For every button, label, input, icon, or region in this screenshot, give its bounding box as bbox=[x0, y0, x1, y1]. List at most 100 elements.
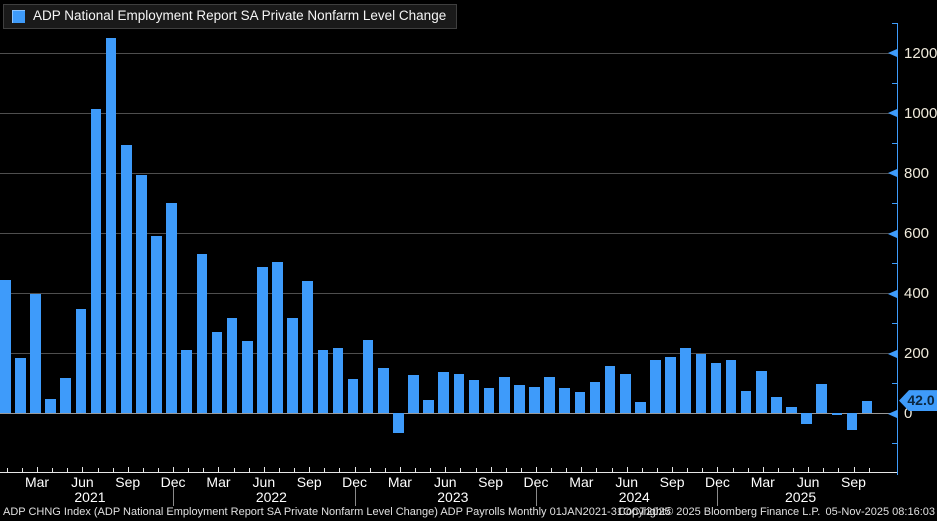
x-axis-month-tick bbox=[626, 466, 628, 472]
bar bbox=[604, 365, 616, 414]
x-axis-quarter-label: Dec bbox=[704, 474, 730, 490]
bar bbox=[0, 279, 11, 414]
bar bbox=[665, 356, 676, 414]
bar bbox=[559, 387, 571, 414]
last-value-tag: 42.0 bbox=[899, 390, 937, 412]
x-axis-month-tick bbox=[430, 467, 432, 472]
year-divider bbox=[354, 487, 356, 506]
y-axis-tick-label: 1200 bbox=[904, 44, 937, 62]
x-axis-quarter-label: Jun bbox=[252, 474, 276, 490]
x-axis-month-tick bbox=[142, 467, 144, 472]
bar bbox=[710, 362, 722, 414]
footer-copyright: Copyright© 2025 Bloomberg Finance L.P. bbox=[618, 506, 821, 518]
x-axis-month-tick bbox=[490, 466, 492, 472]
x-axis-month-tick bbox=[868, 467, 870, 472]
x-axis-quarter-label: Sep bbox=[115, 474, 141, 490]
x-axis-quarter-label: Mar bbox=[206, 474, 231, 490]
bar bbox=[347, 378, 359, 414]
x-axis-quarter-label: Jun bbox=[433, 474, 457, 490]
x-axis-month-tick bbox=[97, 467, 99, 472]
bar bbox=[166, 202, 177, 414]
footer-datetime: 05-Nov-2025 08:16:03 bbox=[825, 506, 935, 518]
y-axis-minor-tick bbox=[892, 142, 897, 144]
x-axis-year-label: 2021 bbox=[74, 489, 106, 505]
bar bbox=[332, 348, 344, 414]
bar bbox=[241, 341, 253, 414]
x-axis-month-tick bbox=[278, 467, 280, 472]
x-axis-month-tick bbox=[762, 466, 764, 472]
bar bbox=[574, 391, 586, 414]
x-axis-quarter-label: Dec bbox=[342, 474, 367, 490]
y-axis-tick-label: 600 bbox=[904, 225, 930, 242]
y-axis-tick-arrow bbox=[888, 289, 897, 298]
legend-swatch-icon bbox=[12, 9, 25, 23]
bar bbox=[498, 376, 510, 414]
bar bbox=[529, 386, 540, 414]
x-axis-month-tick bbox=[294, 467, 296, 472]
y-axis-minor-tick bbox=[892, 82, 897, 84]
x-axis-year-label: 2024 bbox=[618, 489, 650, 505]
x-axis-month-tick bbox=[415, 467, 417, 472]
x-axis-quarter-label: Jun bbox=[615, 474, 639, 490]
bar bbox=[786, 406, 797, 414]
bar bbox=[725, 359, 737, 414]
x-axis-quarter-label: Sep bbox=[841, 474, 866, 490]
bar bbox=[453, 373, 465, 414]
x-axis-month-tick bbox=[823, 467, 825, 472]
x-axis-month-tick bbox=[853, 466, 855, 472]
x-axis-quarter-label: Sep bbox=[659, 474, 685, 490]
x-axis-month-tick bbox=[551, 467, 553, 472]
x-axis-month-tick bbox=[112, 467, 114, 472]
x-axis-year-label: 2022 bbox=[255, 489, 287, 505]
y-axis-minor-tick bbox=[892, 383, 897, 385]
x-axis-month-tick bbox=[460, 467, 462, 472]
x-axis-month-tick bbox=[248, 467, 250, 472]
bar bbox=[650, 360, 661, 414]
gridline-200 bbox=[0, 353, 897, 355]
x-axis-year-label: 2025 bbox=[785, 489, 817, 505]
x-axis-month-tick bbox=[324, 467, 326, 472]
x-axis-month-tick bbox=[263, 466, 265, 472]
x-axis-month-tick bbox=[354, 466, 356, 472]
gridline-1000 bbox=[0, 112, 897, 114]
bar bbox=[695, 353, 707, 414]
x-axis-month-tick bbox=[445, 466, 447, 472]
x-axis-quarter-label: Mar bbox=[569, 474, 594, 490]
y-axis-minor-tick bbox=[892, 22, 897, 24]
bar bbox=[544, 377, 555, 414]
bar bbox=[15, 357, 26, 414]
y-axis-tick-arrow bbox=[888, 169, 897, 178]
bar bbox=[393, 413, 404, 434]
y-axis-tick-label: 200 bbox=[904, 345, 930, 363]
y-axis-minor-tick bbox=[892, 263, 897, 265]
x-axis-month-tick bbox=[384, 467, 386, 472]
x-axis-month-tick bbox=[838, 467, 840, 472]
x-axis-month-tick bbox=[505, 467, 507, 472]
bar bbox=[619, 374, 631, 414]
bar bbox=[302, 280, 313, 414]
bar bbox=[635, 402, 646, 414]
x-axis-month-tick bbox=[52, 467, 54, 472]
x-axis-quarter-label: Mar bbox=[24, 474, 50, 490]
y-axis-tick-label: 800 bbox=[904, 164, 930, 182]
legend[interactable]: ADP National Employment Report SA Privat… bbox=[3, 4, 458, 29]
bar bbox=[211, 331, 223, 414]
x-axis-quarter-label: Jun bbox=[71, 474, 94, 490]
x-axis-month-tick bbox=[188, 467, 190, 472]
x-axis-month-tick bbox=[21, 467, 23, 472]
x-axis-month-tick bbox=[309, 466, 311, 472]
x-axis-quarter-label: Mar bbox=[387, 474, 412, 490]
bar bbox=[105, 37, 117, 414]
y-axis-tick-label: 1000 bbox=[904, 104, 937, 122]
x-axis-line bbox=[0, 471, 897, 473]
x-axis-month-tick bbox=[732, 467, 734, 472]
gridline-600 bbox=[0, 233, 897, 234]
x-axis-month-tick bbox=[37, 466, 39, 472]
bar bbox=[423, 400, 434, 414]
y-axis-tick-arrow bbox=[888, 409, 897, 418]
bar bbox=[30, 293, 41, 414]
x-axis-month-tick bbox=[369, 467, 371, 472]
bar bbox=[120, 144, 132, 414]
x-axis-quarter-label: Sep bbox=[296, 474, 322, 490]
